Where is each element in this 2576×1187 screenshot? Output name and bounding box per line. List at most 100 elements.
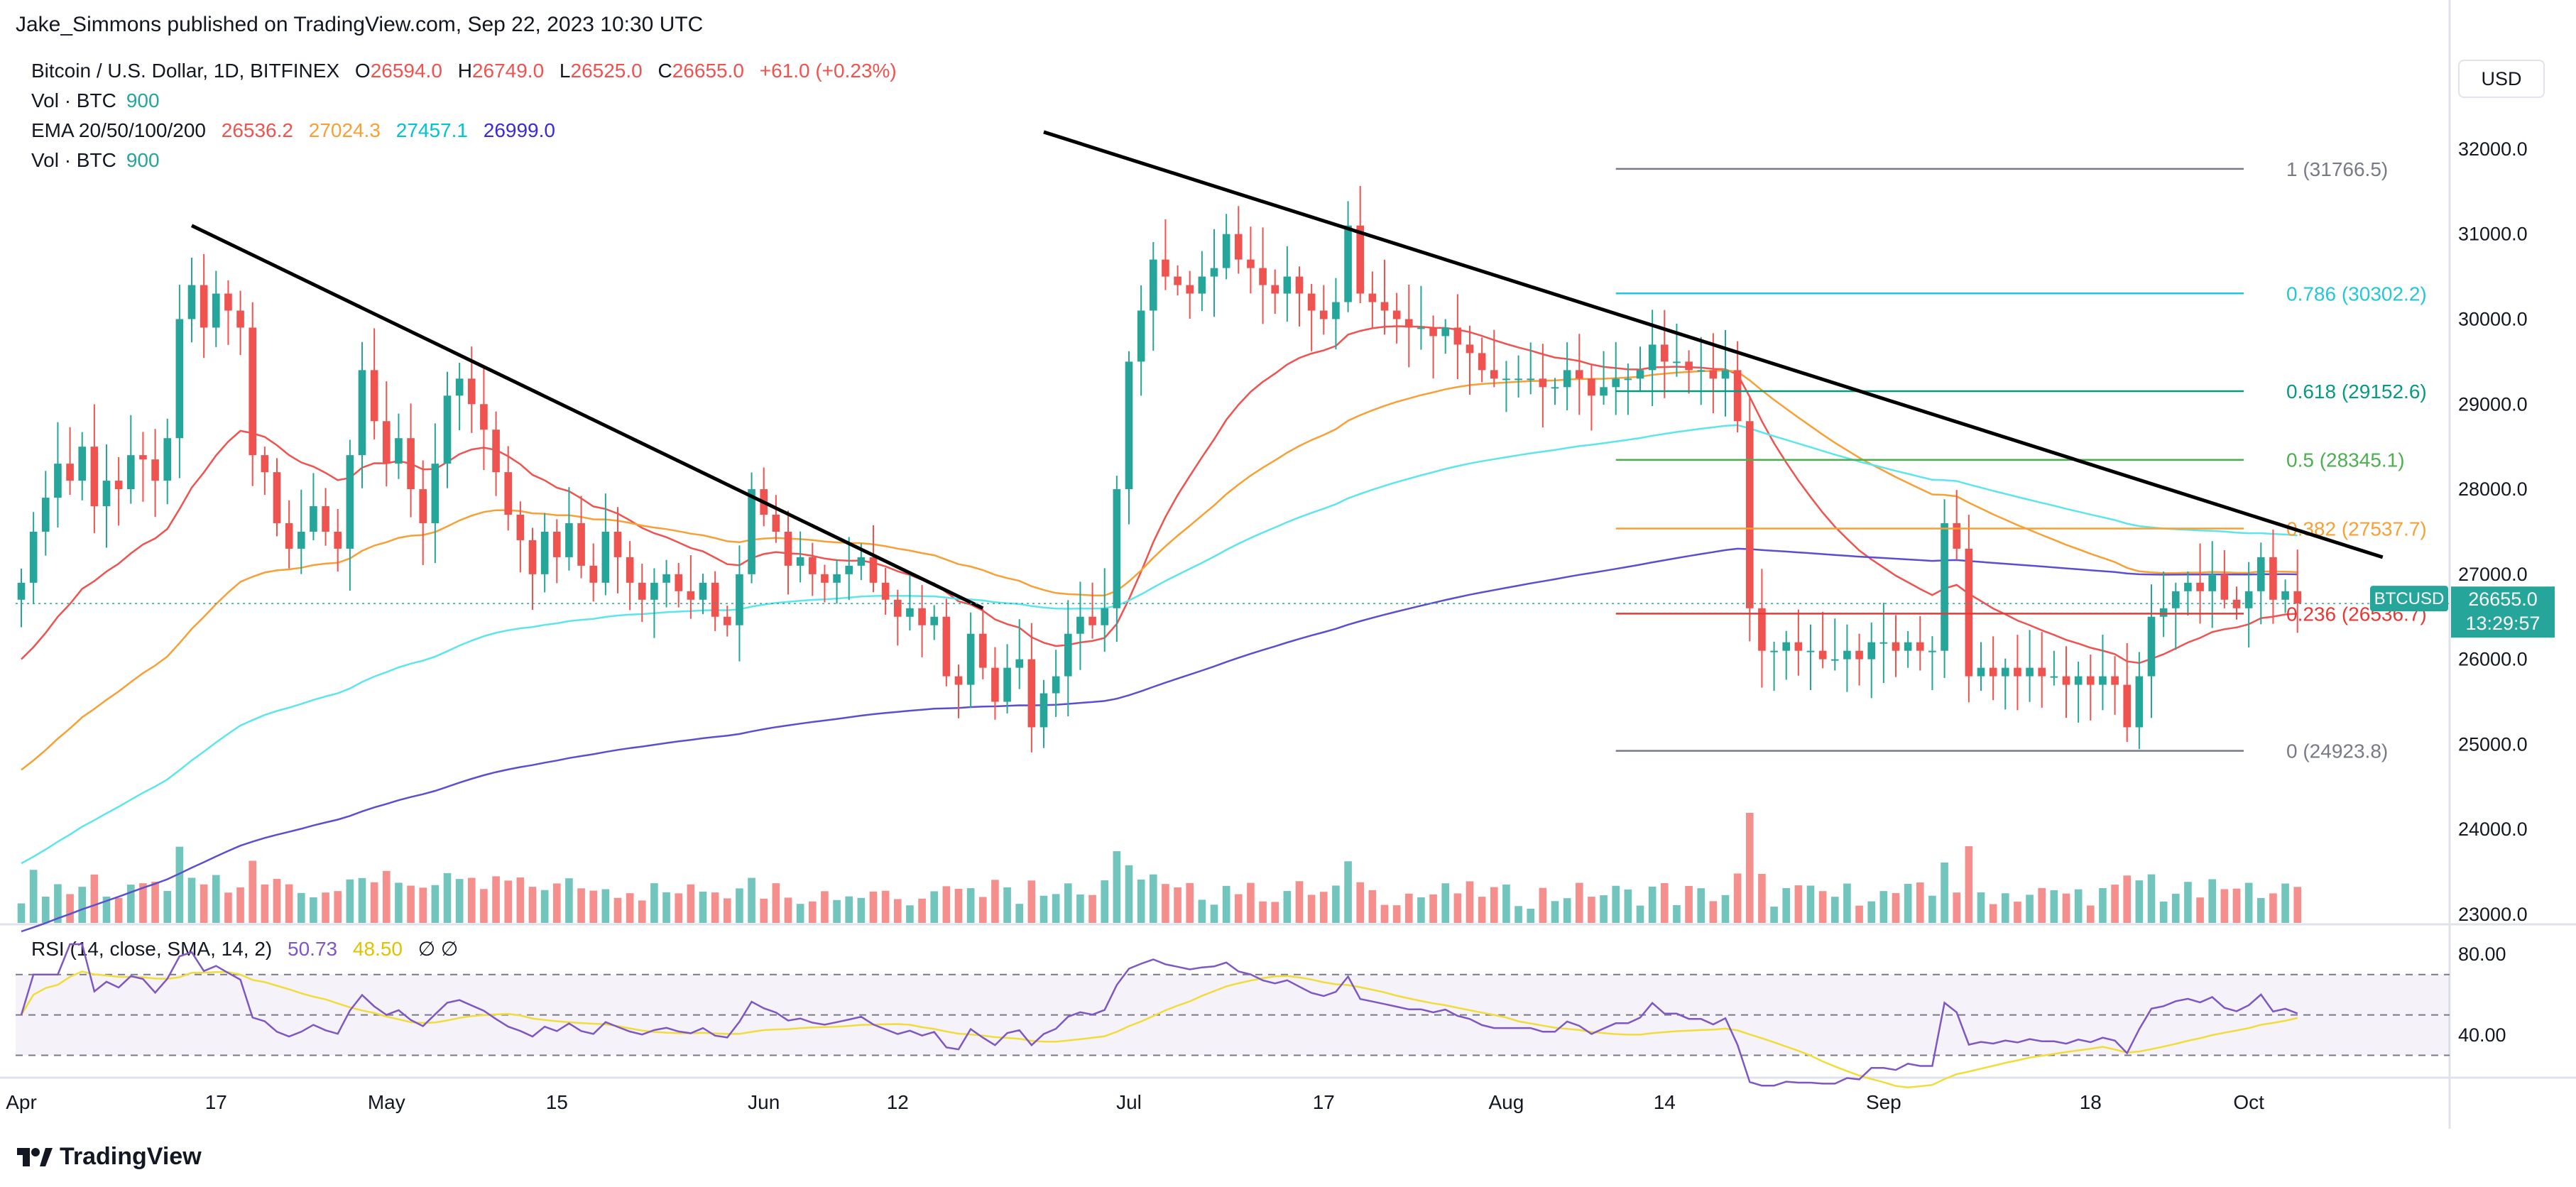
- candle-body: [1563, 370, 1571, 388]
- volume-bar: [395, 882, 403, 923]
- price-tick-label: 28000.0: [2458, 478, 2528, 500]
- volume-bar: [1466, 881, 1474, 923]
- candle-body: [2111, 676, 2119, 685]
- volume-bar: [1624, 889, 1632, 923]
- candle-body: [102, 481, 111, 507]
- candle-body: [1332, 302, 1340, 319]
- fib-level-label: 0 (24923.8): [2286, 740, 2388, 762]
- candle-body: [857, 557, 866, 566]
- candle-body: [1404, 319, 1413, 328]
- last-price-tag-bg: [2451, 586, 2555, 638]
- candle-body: [1125, 361, 1133, 490]
- volume-bar: [626, 893, 634, 923]
- candle-body: [1234, 234, 1243, 260]
- candle-body: [1977, 667, 1985, 677]
- candle-body: [1137, 310, 1145, 362]
- candle-body: [2014, 667, 2021, 677]
- volume-bar: [845, 896, 853, 923]
- candle-body: [2159, 608, 2168, 617]
- volume-bar: [1490, 887, 1498, 923]
- volume-bar: [954, 889, 963, 923]
- volume-bar: [1648, 886, 1657, 923]
- candle-body: [1600, 387, 1608, 396]
- volume-bar: [1356, 882, 1365, 923]
- candle-body: [382, 421, 391, 464]
- candle-body: [2256, 557, 2265, 591]
- volume-bar: [1210, 904, 1218, 923]
- volume-bar: [1879, 891, 1888, 923]
- rsi-legend[interactable]: RSI (14, close, SMA, 14, 2) 50.73 48.50 …: [31, 937, 468, 961]
- volume-bar: [54, 884, 62, 923]
- volume-bar: [1015, 904, 1024, 923]
- volume-bar: [1843, 883, 1851, 923]
- candle-body: [1295, 276, 1304, 294]
- volume-bar: [66, 894, 74, 923]
- candle-body: [249, 327, 257, 456]
- volume-bar: [1247, 882, 1255, 923]
- candle-body: [2099, 676, 2107, 685]
- candle-body: [504, 472, 513, 515]
- volume-bar: [881, 890, 890, 923]
- volume-bar: [382, 870, 391, 923]
- candle-body: [565, 523, 573, 557]
- volume-bar: [808, 901, 817, 923]
- candle-body: [1928, 650, 1936, 652]
- volume-bar: [1478, 897, 1486, 923]
- candle-body: [1380, 302, 1389, 311]
- volume-bar: [1758, 873, 1766, 923]
- volume-bar: [1770, 907, 1778, 923]
- currency-button[interactable]: USD: [2458, 60, 2545, 98]
- volume-bar: [2123, 875, 2132, 923]
- volume-bar: [893, 899, 902, 923]
- volume-bar: [1234, 894, 1243, 923]
- candle-body: [1941, 523, 1948, 651]
- volume-bar: [1198, 899, 1206, 923]
- candle-body: [1039, 693, 1048, 728]
- candle-body: [1198, 276, 1206, 294]
- volume-bar: [699, 891, 707, 923]
- volume-bar: [139, 883, 147, 923]
- symbol-name[interactable]: Bitcoin / U.S. Dollar, 1D, BITFINEX: [31, 60, 340, 82]
- candle-body: [1429, 327, 1437, 337]
- candle-body: [285, 523, 293, 549]
- volume-bar: [407, 885, 415, 923]
- volume-legend-2[interactable]: Vol · BTC 900: [31, 149, 170, 172]
- footer-brand[interactable]: TradingView: [16, 1143, 202, 1171]
- volume-legend[interactable]: Vol · BTC 900: [31, 89, 170, 112]
- candle-body: [1892, 642, 1900, 651]
- candle-body: [1867, 642, 1876, 660]
- ema-label: EMA 20/50/100/200: [31, 119, 206, 141]
- candle-body: [1222, 234, 1230, 268]
- volume-bar: [1137, 879, 1145, 923]
- candle-body: [1989, 667, 1997, 677]
- volume-bar: [1685, 885, 1693, 923]
- candle-body: [139, 455, 147, 460]
- candle-body: [2050, 676, 2058, 678]
- volume-bar: [1953, 892, 1961, 923]
- volume-bar: [760, 898, 768, 923]
- volume-bar: [2281, 883, 2289, 923]
- candle-body: [1259, 268, 1267, 285]
- volume-bar: [224, 892, 232, 923]
- candle-body: [1733, 370, 1742, 422]
- symbol-legend: Bitcoin / U.S. Dollar, 1D, BITFINEX O265…: [31, 60, 907, 82]
- rsi-line: [20, 943, 2298, 1087]
- candle-body: [492, 430, 500, 473]
- time-tick-label: Oct: [2233, 1091, 2264, 1113]
- volume-bar: [2086, 905, 2095, 923]
- volume-bar: [1867, 901, 1876, 923]
- volume-bar: [1039, 895, 1048, 923]
- volume-bar: [577, 888, 585, 923]
- ema-legend[interactable]: EMA 20/50/100/200 26536.2 27024.3 27457.…: [31, 119, 565, 142]
- volume-bar: [2159, 901, 2168, 923]
- volume-bar: [1076, 894, 1084, 923]
- candle-body: [419, 489, 427, 523]
- volume-bar: [2171, 893, 2180, 923]
- volume-bar: [528, 887, 537, 923]
- time-tick-label: May: [368, 1091, 405, 1113]
- volume-bar: [1539, 887, 1547, 923]
- ema20-value: 26536.2: [221, 119, 293, 141]
- candle-body: [29, 531, 38, 583]
- candle-body: [297, 531, 305, 549]
